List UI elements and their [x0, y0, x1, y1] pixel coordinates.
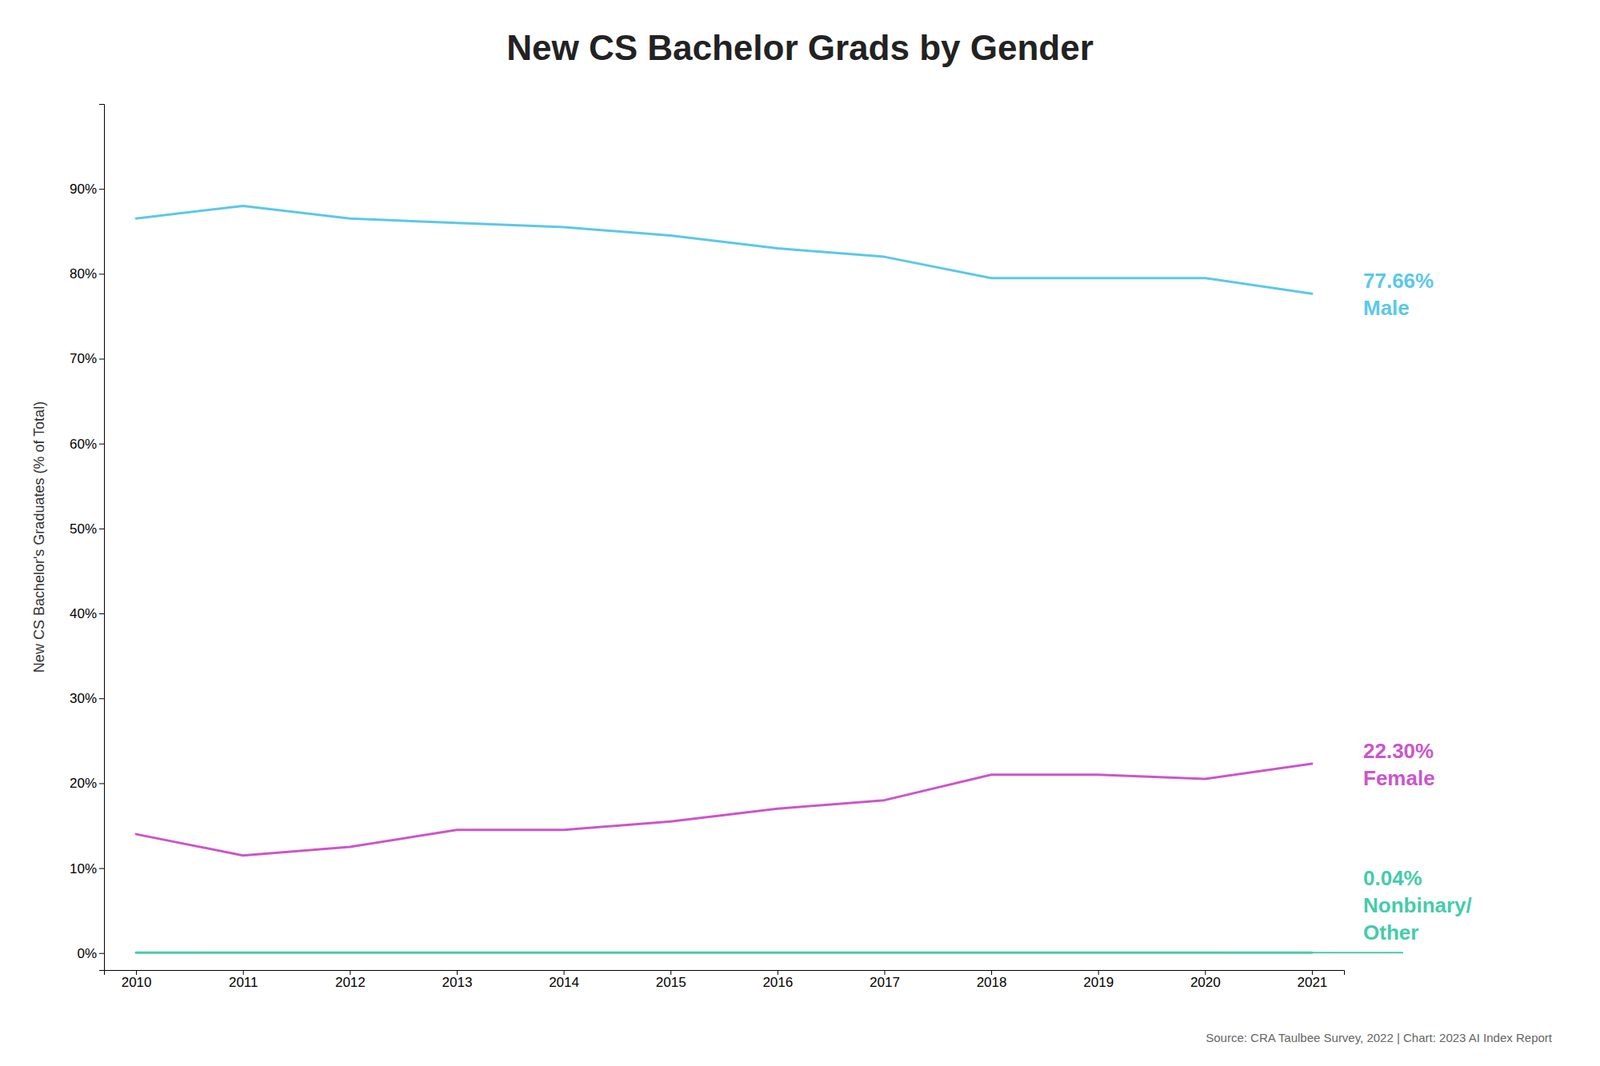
- x-tick: 2016: [762, 970, 793, 991]
- series-line: [136, 764, 1312, 856]
- y-tick-label: 50%: [69, 521, 97, 537]
- y-tick: 40%: [69, 606, 104, 622]
- title: New CS Bachelor Grads by Gender: [506, 28, 1094, 68]
- series-name-label: Female: [1363, 766, 1436, 791]
- y-tick: 30%: [69, 691, 104, 707]
- y-tick-mark: [99, 444, 104, 445]
- y-tick: 80%: [69, 266, 104, 282]
- end-labels: 77.66% Male 22.30%Female 0.04%Nonbinary/Oth…: [1312, 268, 1472, 953]
- x-tick-label: 2014: [548, 975, 580, 991]
- y-tick: 20%: [69, 776, 104, 792]
- x-tick-label: 2013: [442, 975, 473, 991]
- y-tick-mark: [99, 783, 104, 784]
- y-tick-label: 60%: [69, 436, 97, 452]
- y-tick-mark: [99, 528, 104, 530]
- x-tick: 2011: [228, 970, 259, 991]
- y-tick: 0%: [76, 946, 104, 962]
- y-tick-label: 10%: [69, 861, 97, 877]
- y-tick-label: 20%: [69, 776, 97, 792]
- y-tick-label: 40%: [69, 606, 97, 622]
- x-tick-label: 2010: [121, 975, 152, 991]
- series-name-line: Other: [1363, 920, 1419, 945]
- y-axis: 0% 10% 20% 30% 40% 50% 60% 70% 80% 90%: [69, 104, 105, 972]
- x-tick-label: 2021: [1296, 975, 1328, 991]
- x-tick-label: 2019: [1083, 975, 1114, 991]
- y-tick-mark: [99, 613, 104, 615]
- series-line: [136, 205, 1312, 294]
- y-tick-mark: [99, 698, 104, 700]
- x-tick-label: 2020: [1190, 975, 1221, 991]
- lines: [136, 205, 1312, 953]
- y-tick: 60%: [69, 436, 104, 452]
- y-tick-label: 80%: [69, 266, 97, 282]
- series-name-line: Nonbinary/: [1363, 893, 1472, 918]
- source-note: Source: CRA Taulbee Survey, 2022 | Chart…: [1205, 1031, 1553, 1045]
- y-tick-mark: [99, 953, 104, 955]
- x-tick: 2020: [1190, 970, 1221, 991]
- x-tick: 2015: [656, 970, 687, 991]
- x-tick-label: 2016: [762, 975, 793, 991]
- x-tick: 2019: [1083, 970, 1114, 991]
- y-tick-mark: [99, 868, 104, 870]
- x-tick: 2014: [548, 970, 580, 991]
- x-tick: 2010: [121, 970, 152, 991]
- chart: 2010 2011 2012 2013 2014 2015 2016 2017 2018 2019…: [0, 0, 1600, 1066]
- y-tick-mark: [99, 188, 104, 190]
- connector-line: [1312, 952, 1404, 954]
- x-axis: 2010 2011 2012 2013 2014 2015 2016 2017 2018 2019…: [104, 970, 1345, 991]
- series-name-line: Female: [1363, 766, 1436, 791]
- end-value-label: 22.30%: [1363, 739, 1434, 764]
- y-tick: 90%: [69, 181, 104, 197]
- x-tick: 2021: [1296, 970, 1328, 991]
- series-name-label: Nonbinary/Other: [1363, 893, 1472, 945]
- x-tick-label: 2017: [869, 975, 900, 991]
- x-tick: 2012: [335, 970, 366, 991]
- y-tick-mark: [99, 359, 104, 360]
- x-tick: 2013: [442, 970, 473, 991]
- x-tick: 2017: [869, 970, 900, 991]
- series-name-line: Male: [1363, 296, 1410, 320]
- y-axis-label: New CS Bachelor's Graduates (% of Total): [31, 401, 48, 673]
- y-axis-line: [99, 104, 105, 972]
- x-tick-label: 2012: [335, 975, 366, 991]
- y-tick: 50%: [69, 521, 104, 537]
- y-tick: 70%: [69, 351, 104, 367]
- x-tick-label: 2015: [656, 975, 687, 991]
- end-value-label: 77.66%: [1363, 268, 1434, 293]
- x-tick-label: 2011: [228, 975, 259, 991]
- x-axis-line: [104, 971, 1345, 976]
- y-tick-label: 0%: [76, 946, 97, 962]
- x-tick-label: 2018: [976, 975, 1008, 991]
- plot-area: 2010 2011 2012 2013 2014 2015 2016 2017 2018 2019…: [69, 104, 1472, 992]
- x-tick: 2018: [976, 970, 1008, 991]
- series-line: [136, 952, 1312, 955]
- y-tick-label: 70%: [69, 351, 97, 367]
- series-name-label: Male: [1363, 296, 1410, 320]
- end-value-label: 0.04%: [1363, 866, 1423, 891]
- y-tick: 10%: [69, 861, 104, 877]
- y-tick-mark: [99, 273, 104, 275]
- y-tick-label: 90%: [69, 181, 97, 197]
- y-tick-label: 30%: [69, 691, 97, 707]
